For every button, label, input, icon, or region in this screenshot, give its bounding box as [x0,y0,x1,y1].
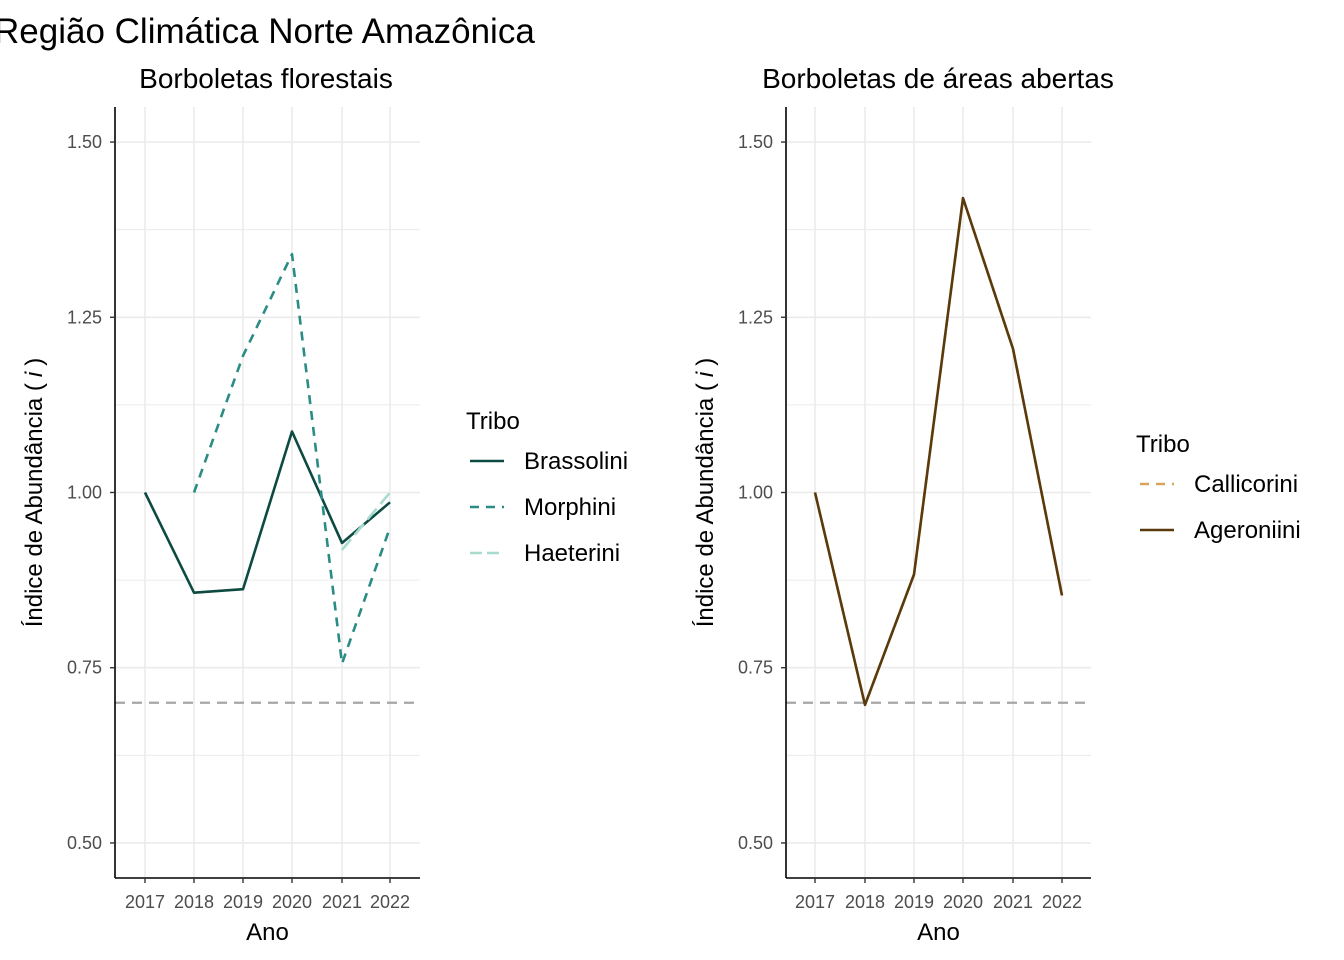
x-tick-label: 2017 [795,892,835,912]
x-tick-label: 2017 [125,892,165,912]
legend-title: Tribo [1136,431,1190,458]
x-axis-label: Ano [917,919,960,946]
y-axis-label-italic: i [21,371,48,377]
legend-label: Morphini [524,494,616,521]
y-tick-label: 1.00 [67,483,102,503]
legend-title: Tribo [466,408,520,435]
x-tick-label: 2019 [223,892,263,912]
panel-title: Borboletas florestais [139,63,393,94]
series-line-ageroniini [813,196,1064,707]
series-line-callicorini [813,196,1064,707]
x-tick-label: 2022 [1042,892,1082,912]
y-tick-label: 1.25 [738,307,773,327]
y-axis-label: Índice de Abundância ( i) [21,358,48,628]
y-tick-label: 1.50 [738,132,773,152]
y-axis-label-main: Índice de Abundância ( [692,383,719,627]
y-tick-label: 0.75 [67,658,102,678]
gridlines [115,107,420,878]
series-line-morphini [192,252,392,665]
legend-label: Haeterini [524,540,620,567]
panel-open-area-butterflies: Borboletas de áreas abertas 0.50 0.75 1.00 1… [692,63,1301,946]
y-axis-label-italic: i [692,371,719,377]
x-tick-label: 2018 [174,892,214,912]
x-tick-label: 2020 [943,892,983,912]
series-line-brassolini [143,430,391,595]
legend-label: Brassolini [524,448,628,475]
y-tick-label: 0.75 [738,658,773,678]
x-tick-label: 2021 [322,892,362,912]
y-axis-label-end: ) [21,358,48,366]
x-tick-label: 2018 [845,892,885,912]
y-tick-label: 1.00 [738,483,773,503]
y-tick-label: 1.25 [67,307,102,327]
panel-forest-butterflies: Borboletas florestais 0.50 0.75 1.00 1.25 1.5… [21,63,628,946]
series-line-haeterini [341,491,391,551]
x-tick-label: 2020 [272,892,312,912]
y-tick-label: 1.50 [67,132,102,152]
y-axis-label-end: ) [692,358,719,366]
x-axis-label: Ano [246,919,289,946]
y-axis-label: Índice de Abundância ( i) [692,358,719,628]
x-tick-label: 2019 [894,892,934,912]
legend-label: Ageroniini [1194,517,1301,544]
y-tick-label: 0.50 [738,833,773,853]
figure-title: Região Climática Norte Amazônica [0,12,535,51]
x-tick-label: 2021 [993,892,1033,912]
y-axis-label-main: Índice de Abundância ( [21,383,48,627]
legend-label: Callicorini [1194,471,1298,498]
y-tick-label: 0.50 [67,833,102,853]
panel-title: Borboletas de áreas abertas [762,63,1114,94]
x-tick-label: 2022 [370,892,410,912]
gridlines [786,107,1091,878]
